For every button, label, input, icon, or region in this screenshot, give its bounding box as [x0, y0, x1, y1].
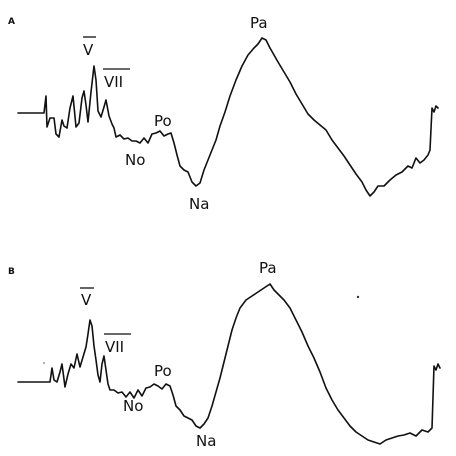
peak-label-na-a: Na: [189, 195, 209, 213]
peak-label-na-b: Na: [196, 432, 216, 450]
print-speck: [43, 362, 45, 364]
peak-label-pa-a: Pa: [250, 14, 268, 32]
peak-label-po-b: Po: [154, 362, 172, 380]
peak-label-vii-a: VII: [104, 73, 123, 91]
waveform-trace-a: [17, 37, 439, 197]
panel-letter-a: A: [8, 17, 15, 27]
panel-b: B V VII No Po Na Pa: [8, 259, 441, 450]
waveform-trace-b: [17, 283, 441, 445]
peak-label-v-b: V: [81, 291, 92, 309]
peak-label-v-a: V: [83, 41, 94, 59]
peak-label-no-b: No: [123, 397, 143, 415]
peak-label-no-a: No: [125, 151, 145, 169]
print-speck: [356, 295, 360, 299]
peak-label-vii-b: VII: [105, 338, 124, 356]
panel-letter-b: B: [8, 267, 15, 277]
panel-a: A V VII No Po Na Pa: [8, 14, 439, 213]
peak-label-po-a: Po: [154, 112, 172, 130]
peak-label-pa-b: Pa: [259, 259, 277, 277]
